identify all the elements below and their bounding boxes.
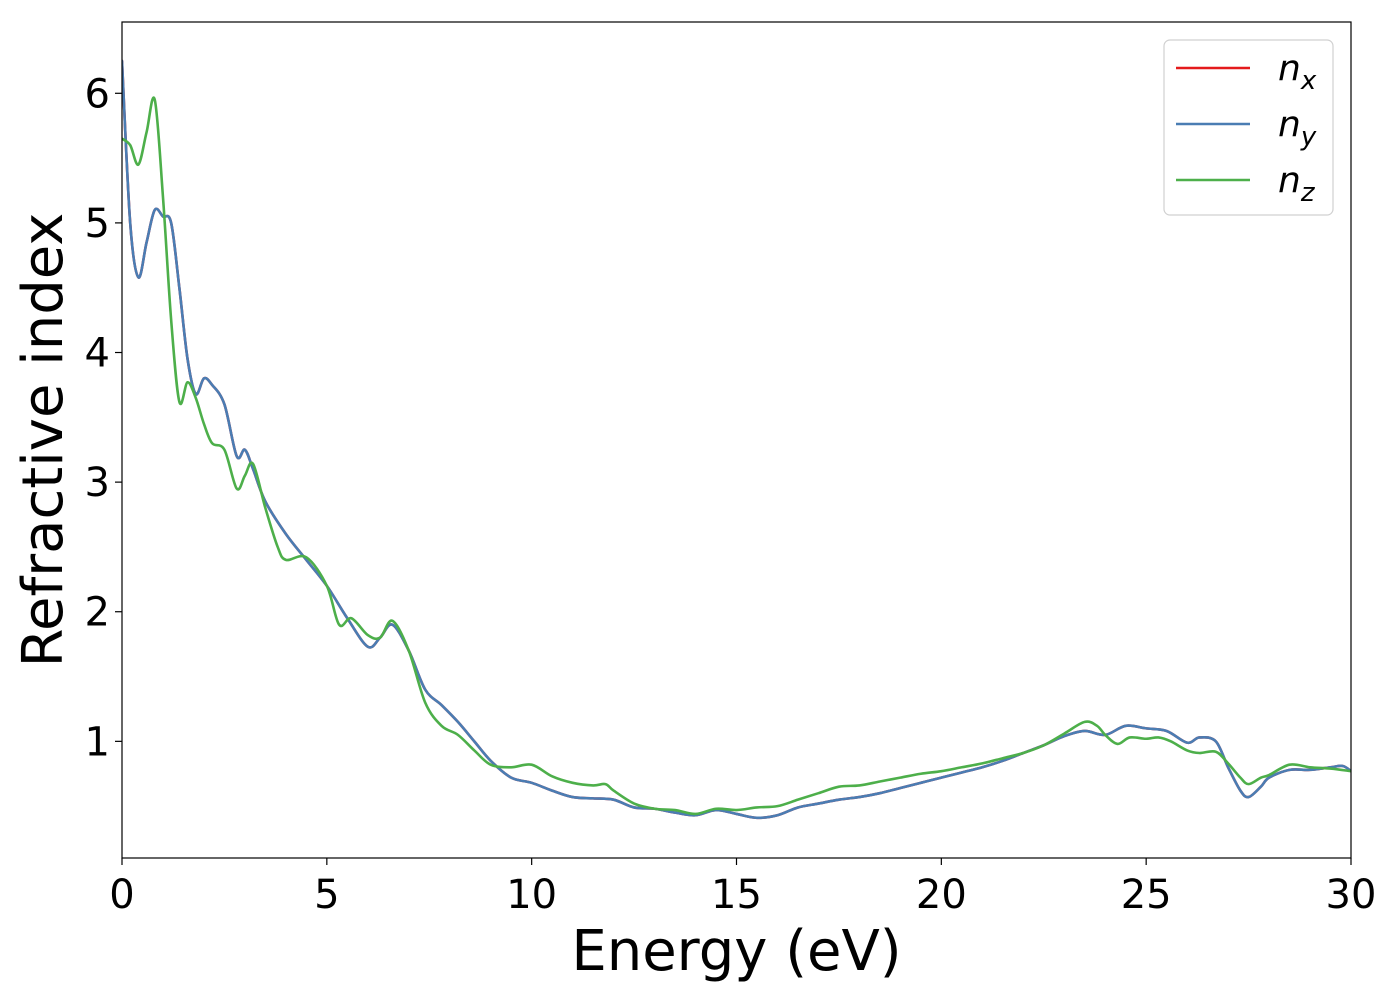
legend-label-z: nz: [1278, 160, 1316, 208]
y-tick-label: 3: [85, 460, 110, 506]
x-tick-label: 30: [1326, 872, 1377, 918]
y-tick-label: 4: [85, 331, 110, 377]
x-tick-label: 0: [109, 872, 134, 918]
series-line-z: [122, 96, 1351, 816]
axes: 0 5 10 15 20 25 30 1 2 3 4 5 6: [85, 21, 1377, 918]
x-tick-label: 25: [1121, 872, 1172, 918]
y-tick-label: 5: [85, 201, 110, 247]
legend-box: [1163, 39, 1334, 216]
x-tick-label: 5: [314, 872, 339, 918]
y-tick-label: 6: [85, 71, 110, 117]
plot-area: [122, 59, 1351, 820]
legend: nx ny nz: [1163, 39, 1334, 216]
y-tick-label: 2: [85, 590, 110, 636]
y-tick-label: 1: [85, 719, 110, 765]
legend-label-x: nx: [1278, 48, 1317, 96]
x-tick-label: 15: [711, 872, 762, 918]
legend-label-y: ny: [1278, 104, 1317, 152]
x-tick-label: 10: [506, 872, 557, 918]
x-tick-label: 20: [916, 872, 967, 918]
y-axis-label: Refractive index: [11, 213, 76, 668]
x-axis-label: Energy (eV): [571, 919, 901, 984]
